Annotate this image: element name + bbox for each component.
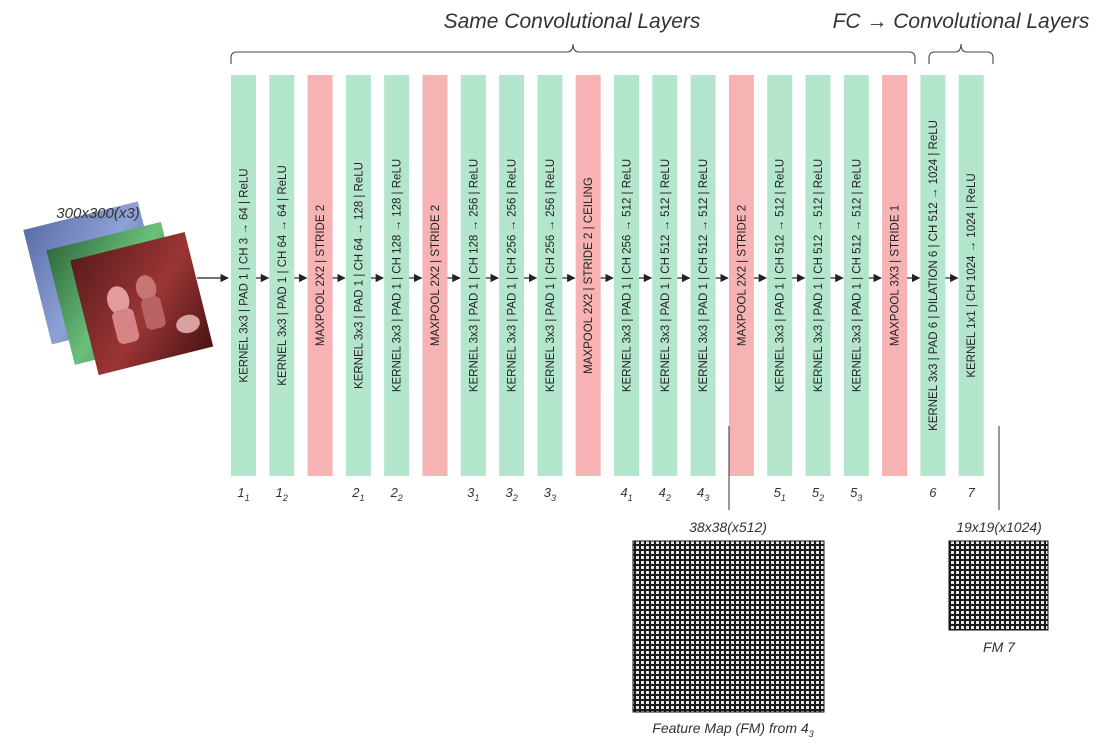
layer-index-label: 41 — [620, 485, 632, 503]
layer-block — [690, 75, 716, 476]
fm4-caption-text: Feature Map (FM) from 4 — [652, 720, 809, 736]
layer-label: KERNEL 3x3 | PAD 1 | CH 64 → 64 | ReLU — [277, 165, 289, 386]
layer-label: KERNEL 3x3 | PAD 1 | CH 128 → 256 | ReLU — [468, 159, 480, 392]
layer-index-label: 7 — [968, 485, 976, 500]
layer-index-label: 31 — [467, 485, 479, 503]
layer-block — [575, 75, 601, 476]
maxpool-layer: MAXPOOL 2X2 | STRIDE 2 | CEILING — [575, 75, 601, 476]
layer-index-label: 32 — [505, 485, 517, 503]
layer-label: MAXPOOL 2X2 | STRIDE 2 — [736, 205, 748, 346]
layer-label: KERNEL 3x3 | PAD 6 | DILATION 6 | CH 512… — [928, 120, 940, 431]
input-image-red-channel — [70, 232, 214, 376]
layer-block — [882, 75, 908, 476]
layer-block — [614, 75, 639, 476]
conv-layer: KERNEL 3x3 | PAD 1 | CH 256 → 256 | ReLU — [537, 75, 563, 476]
layer-block — [728, 75, 754, 476]
input-size-label: 300x300(x3) — [56, 205, 139, 222]
brace-same-conv — [230, 43, 916, 64]
conv-layer: KERNEL 3x3 | PAD 1 | CH 512 → 512 | ReLU — [843, 75, 869, 476]
conv-layer: KERNEL 3x3 | PAD 1 | CH 64 → 64 | ReLU — [269, 75, 295, 476]
layer-block — [920, 75, 946, 476]
layer-label: KERNEL 3x3 | PAD 1 | CH 512 → 512 | ReLU — [660, 159, 672, 392]
feature-map-7-grid — [948, 540, 1049, 631]
fm4-size-label: 38x38(x512) — [689, 519, 767, 535]
layer-label: KERNEL 3x3 | PAD 1 | CH 512 → 512 | ReLU — [775, 159, 787, 392]
layer-index-label: 11 — [237, 485, 249, 503]
layer-label: KERNEL 3x3 | PAD 1 | CH 256 → 256 | ReLU — [545, 159, 557, 392]
layer-label: KERNEL 3x3 | PAD 1 | CH 64 → 128 | ReLU — [353, 162, 365, 389]
layer-label: MAXPOOL 2X2 | STRIDE 2 — [430, 205, 442, 346]
input-image-stack — [23, 201, 214, 376]
conv-layer: KERNEL 3x3 | PAD 1 | CH 256 → 256 | ReLU — [499, 75, 525, 476]
layer-index-label: 51 — [774, 485, 786, 503]
maxpool-layer: MAXPOOL 3X3 | STRIDE 1 — [882, 75, 908, 476]
layer-index-label: 53 — [850, 485, 862, 503]
fm4-caption: Feature Map (FM) from 43 — [652, 720, 813, 739]
layer-block — [460, 75, 486, 476]
layer-stack: KERNEL 3x3 | PAD 1 | CH 3 → 64 | ReLU KER… — [231, 75, 984, 476]
conv-layer: KERNEL 3x3 | PAD 1 | CH 512 → 512 | ReLU — [652, 75, 678, 476]
layer-label: KERNEL 3x3 | PAD 1 | CH 512 → 512 | ReLU — [698, 159, 710, 392]
layer-block — [422, 75, 448, 476]
fm7-caption: FM 7 — [983, 639, 1016, 655]
layer-label: KERNEL 3x3 | PAD 1 | CH 256 → 512 | ReLU — [622, 159, 634, 392]
conv-layer: KERNEL 3x3 | PAD 1 | CH 3 → 64 | ReLU — [231, 75, 256, 476]
layer-index-label: 6 — [929, 485, 937, 500]
layer-block — [537, 75, 563, 476]
layer-label: MAXPOOL 3X3 | STRIDE 1 — [890, 205, 902, 346]
layer-index-labels: 11 12 21 22 31 32 33 41 42 43 51 52 53 6 7 — [237, 485, 975, 503]
layer-label: KERNEL 3x3 | PAD 1 | CH 512 → 512 | ReLU — [851, 159, 863, 392]
brace-fc-conv — [928, 43, 994, 64]
layer-block — [805, 75, 831, 476]
conv-layer: KERNEL 1x1 | CH 1024 → 1024 | ReLU — [958, 75, 984, 476]
layer-label: MAXPOOL 2X2 | STRIDE 2 — [315, 205, 327, 346]
maxpool-layer: MAXPOOL 2X2 | STRIDE 2 — [307, 75, 333, 476]
layer-block — [958, 75, 984, 476]
layer-label: KERNEL 3x3 | PAD 1 | CH 256 → 256 | ReLU — [507, 159, 519, 392]
layer-block — [269, 75, 295, 476]
layer-index-label: 42 — [659, 485, 671, 503]
feature-map-4-3-grid — [632, 540, 825, 713]
layer-block — [843, 75, 869, 476]
layer-label: KERNEL 3x3 | PAD 1 | CH 512 → 512 | ReLU — [813, 159, 825, 392]
fm4-caption-subscript: 3 — [809, 729, 814, 739]
layer-block — [767, 75, 793, 476]
conv-layer: KERNEL 3x3 | PAD 6 | DILATION 6 | CH 512… — [920, 75, 946, 476]
header-same-convolutional-layers: Same Convolutional Layers — [444, 10, 701, 33]
layer-label: KERNEL 3x3 | PAD 1 | CH 3 → 64 | ReLU — [239, 168, 251, 382]
layer-block — [652, 75, 678, 476]
conv-layer: KERNEL 3x3 | PAD 1 | CH 512 → 512 | ReLU — [767, 75, 793, 476]
layer-block — [231, 75, 256, 476]
layer-block — [307, 75, 333, 476]
layer-index-label: 22 — [390, 485, 403, 503]
maxpool-layer: MAXPOOL 2X2 | STRIDE 2 — [422, 75, 448, 476]
layer-index-label: 12 — [276, 485, 288, 503]
maxpool-layer: MAXPOOL 2X2 | STRIDE 2 — [728, 75, 754, 476]
layer-index-label: 52 — [812, 485, 824, 503]
conv-layer: KERNEL 3x3 | PAD 1 | CH 512 → 512 | ReLU — [690, 75, 716, 476]
layer-label: KERNEL 3x3 | PAD 1 | CH 128 → 128 | ReLU — [392, 159, 404, 392]
layer-label: MAXPOOL 2X2 | STRIDE 2 | CEILING — [583, 177, 595, 374]
layer-index-label: 33 — [544, 485, 556, 503]
fm7-size-label: 19x19(x1024) — [956, 519, 1042, 535]
conv-layer: KERNEL 3x3 | PAD 1 | CH 128 → 256 | ReLU — [460, 75, 486, 476]
layer-block — [499, 75, 525, 476]
conv-layer: KERNEL 3x3 | PAD 1 | CH 128 → 128 | ReLU — [384, 75, 410, 476]
layer-index-label: 21 — [351, 485, 364, 503]
conv-layer: KERNEL 3x3 | PAD 1 | CH 512 → 512 | ReLU — [805, 75, 831, 476]
layer-index-label: 43 — [697, 485, 709, 503]
layer-block — [345, 75, 371, 476]
header-fc-to-convolutional-layers: FC → Convolutional Layers — [833, 10, 1090, 33]
layer-label: KERNEL 1x1 | CH 1024 → 1024 | ReLU — [966, 173, 978, 377]
layer-block — [384, 75, 410, 476]
conv-layer: KERNEL 3x3 | PAD 1 | CH 64 → 128 | ReLU — [345, 75, 371, 476]
conv-layer: KERNEL 3x3 | PAD 1 | CH 256 → 512 | ReLU — [614, 75, 639, 476]
